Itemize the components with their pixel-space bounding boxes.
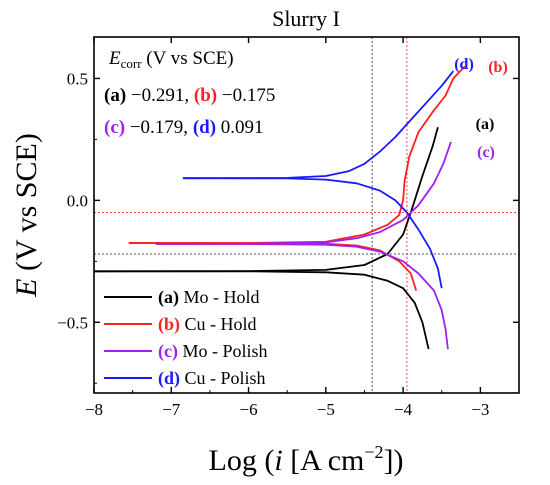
annotation-tag: (b)	[189, 85, 217, 106]
legend-label-3: (d) Cu - Polish	[158, 368, 266, 389]
legend-label-0: (a) Mo - Hold	[158, 287, 260, 308]
x-ticks: −8 −7 −6 −5 −4 −3	[85, 37, 489, 419]
legend-label-1: (b) Cu - Hold	[158, 314, 257, 335]
series-3-anodic	[182, 70, 455, 180]
series-0-cathodic	[94, 270, 430, 350]
legend-label-2: (c) Mo - Polish	[158, 341, 268, 362]
chart-title: Slurry I	[272, 6, 340, 31]
series-2-cathodic	[155, 243, 449, 350]
series-0-anodic	[93, 126, 439, 273]
y-tick-label-2: 0.5	[67, 69, 88, 88]
x-tick-label-0: −8	[85, 400, 103, 419]
y-tick-label-0: −0.5	[57, 313, 88, 332]
curve-label-1: (b)	[488, 59, 508, 76]
annotation-heading: Ecorr (V vs SCE)	[108, 48, 234, 71]
series-lines	[93, 65, 466, 350]
y-tick-label-1: 0.0	[67, 191, 88, 210]
annotation-line-1: (a) −0.291, (b) −0.175	[104, 85, 275, 106]
y-axis-label: E (V vs SCE)	[10, 133, 43, 298]
x-tick-label-2: −6	[239, 400, 257, 419]
legend: (a) Mo - Hold (b) Cu - Hold (c) Mo - Polis…	[104, 287, 268, 389]
x-tick-label-4: −4	[394, 400, 413, 419]
curve-label-0: (a)	[476, 116, 495, 133]
x-tick-label-5: −3	[471, 400, 489, 419]
plot-frame	[93, 36, 520, 394]
annotation-tag: (c)	[104, 117, 125, 138]
annotation-tag: (a)	[104, 85, 126, 106]
curve-labels: (a) (b) (c) (d)	[454, 56, 508, 161]
curve-label-2: (c)	[477, 144, 495, 161]
annotation-line-2: (c) −0.179, (d) 0.091	[104, 117, 264, 138]
x-tick-label-3: −5	[317, 400, 335, 419]
annotation-value: −0.291,	[126, 85, 189, 106]
curve-label-3: (d)	[454, 56, 474, 73]
annotation-value: −0.175	[217, 85, 275, 106]
ecorr-annotation: Ecorr (V vs SCE) (a) −0.291, (b) −0.175 …	[104, 48, 275, 138]
series-3-cathodic	[182, 177, 443, 289]
annotation-value: 0.091	[216, 117, 264, 138]
annotation-tag: (d)	[188, 117, 216, 138]
series-2-anodic	[155, 141, 452, 245]
x-axis-label: Log (i [A cm−2])	[209, 442, 404, 477]
x-tick-label-1: −7	[162, 400, 181, 419]
y-ticks: −0.5 0.0 0.5	[57, 69, 519, 384]
annotation-value: −0.179,	[125, 117, 188, 138]
